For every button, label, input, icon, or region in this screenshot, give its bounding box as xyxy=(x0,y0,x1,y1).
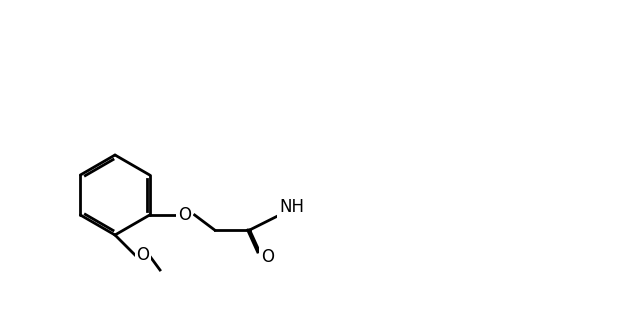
Text: O: O xyxy=(261,248,274,266)
Text: O: O xyxy=(178,206,191,224)
Text: NH: NH xyxy=(279,198,304,216)
Text: O: O xyxy=(136,246,150,264)
